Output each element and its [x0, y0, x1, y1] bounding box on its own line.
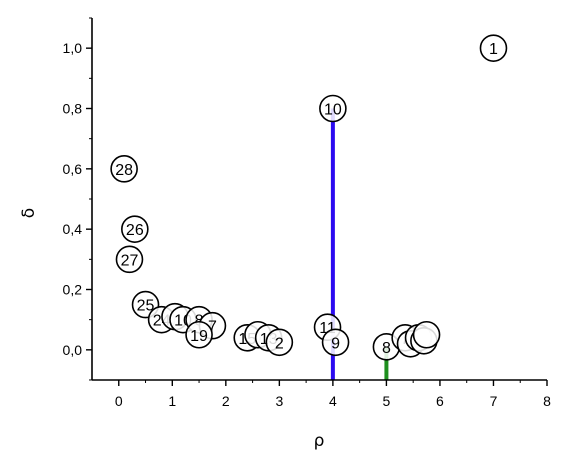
- y-axis-label: δ: [19, 208, 39, 218]
- data-point: [115, 245, 144, 274]
- data-point-label: 19: [190, 328, 208, 345]
- data-point: [185, 320, 213, 349]
- x-axis-label: ρ: [314, 431, 325, 451]
- x-tick-label: 0: [115, 393, 123, 409]
- data-point-label: 26: [126, 222, 144, 239]
- data-point: [412, 320, 441, 349]
- data-point: [321, 328, 350, 357]
- x-tick-label: 2: [222, 393, 230, 409]
- data-point-label: 7: [208, 319, 217, 336]
- data-point-label: 2: [275, 335, 284, 352]
- x-tick-label: 6: [436, 393, 444, 409]
- axes: 0 1 2 3 4 5 6 7 8 0,0 0,2 0,4 0,6 0,8 1,0: [63, 17, 551, 409]
- y-tick-label: 0,4: [63, 221, 83, 237]
- data-point: [265, 328, 294, 357]
- data-point-label: 8: [382, 340, 391, 357]
- data-point-label: 25: [137, 298, 155, 315]
- data-point-label: 10: [324, 102, 342, 119]
- data-point: [479, 34, 508, 62]
- data-point-label: 9: [331, 335, 340, 352]
- y-tick-label: 1,0: [63, 40, 83, 56]
- y-tick-label: 0,2: [63, 282, 83, 298]
- x-tick-label: 7: [490, 393, 498, 409]
- data-point-label: 1: [489, 41, 498, 58]
- y-tick-label: 0,8: [63, 101, 83, 117]
- x-tick-label: 3: [275, 393, 283, 409]
- data-point-label: 28: [115, 162, 133, 179]
- y-tick-label: 0,6: [63, 161, 83, 177]
- x-tick-label: 5: [383, 393, 391, 409]
- data-point: [121, 215, 149, 243]
- x-tick-label: 8: [543, 393, 551, 409]
- y-tick-label: 0,0: [63, 342, 83, 358]
- x-tick-label: 1: [168, 393, 176, 409]
- data-point: [319, 94, 347, 123]
- data-points: 11028262725241087191513211987: [110, 34, 508, 361]
- data-point-label: 27: [121, 252, 139, 269]
- data-point: [110, 155, 138, 183]
- x-tick-label: 4: [329, 393, 337, 409]
